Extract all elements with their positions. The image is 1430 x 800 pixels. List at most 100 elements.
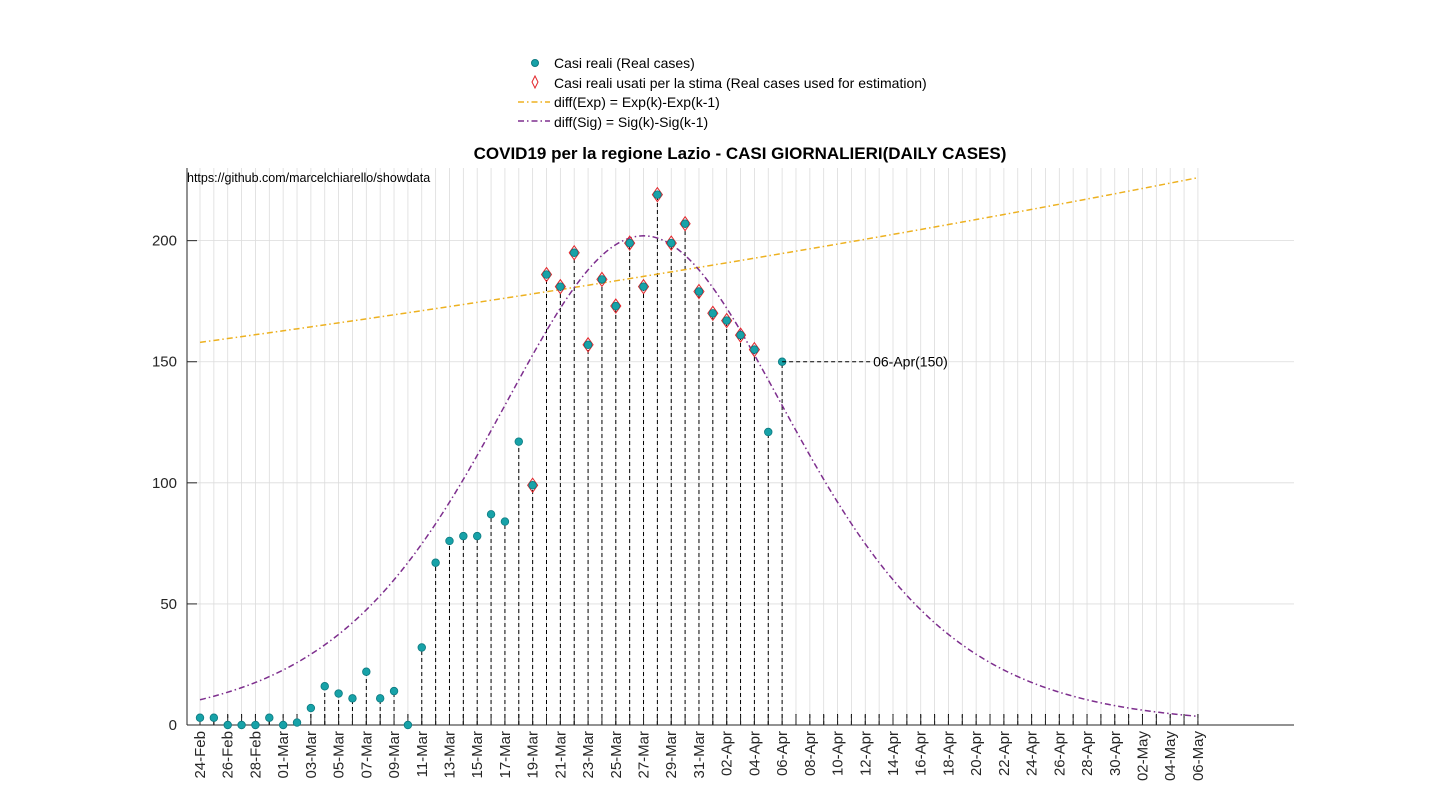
real-case-point xyxy=(403,720,413,730)
y-tick-label: 50 xyxy=(160,596,177,613)
y-tick-label: 0 xyxy=(169,717,177,734)
real-case-point xyxy=(680,219,690,228)
x-tick-label: 22-Apr xyxy=(996,731,1013,776)
legend-marker-estimation-cases xyxy=(531,74,539,90)
x-tick-label: 01-Mar xyxy=(275,731,292,779)
legend-label-diff-sig: diff(Sig) = Sig(k)-Sig(k-1) xyxy=(554,114,708,130)
legend-label-real-cases: Casi reali (Real cases) xyxy=(554,55,695,71)
real-case-point xyxy=(625,238,634,248)
real-case-point xyxy=(694,287,704,296)
real-case-point xyxy=(639,282,648,291)
x-tick-label: 31-Mar xyxy=(691,731,708,779)
real-case-point xyxy=(223,720,232,730)
x-tick-label: 03-Mar xyxy=(303,731,320,779)
stems xyxy=(199,194,1199,725)
real-case-point xyxy=(528,481,537,490)
x-tick-label: 11-Mar xyxy=(414,731,431,777)
real-case-point xyxy=(473,531,482,541)
diff-sig-curve xyxy=(199,235,1198,718)
x-tick-label: 02-May xyxy=(1134,731,1151,782)
real-case-point xyxy=(514,437,523,446)
tick-labels: 0 50 100 150 200 24-Feb 26-Feb 28-Feb 01-Mar 03-M… xyxy=(152,233,1207,781)
chart-title: COVID19 per la regione Lazio - CASI GIOR… xyxy=(474,144,1007,163)
real-case-point xyxy=(389,686,399,696)
x-tick-label: 17-Mar xyxy=(497,731,514,779)
real-case-point xyxy=(306,703,316,713)
real-case-point xyxy=(265,713,274,722)
x-tick-label: 26-Feb xyxy=(220,731,237,779)
real-case-point xyxy=(722,316,731,325)
real-case-point xyxy=(750,345,759,354)
real-case-point xyxy=(362,667,371,676)
real-case-point xyxy=(556,282,565,291)
x-tick-label: 25-Mar xyxy=(608,731,625,779)
x-tick-label: 13-Mar xyxy=(441,731,458,779)
real-case-point xyxy=(570,248,579,257)
diff-exp-curve xyxy=(199,176,1199,344)
x-tick-label: 02-Apr xyxy=(719,731,736,776)
x-tick-label: 06-Apr xyxy=(774,731,791,776)
grid xyxy=(187,168,1294,726)
x-tick-label: 10-Apr xyxy=(830,731,847,776)
real-case-point xyxy=(320,682,329,691)
real-case-point xyxy=(431,558,440,567)
x-tick-label: 24-Apr xyxy=(1024,731,1041,776)
x-tick-label: 30-Apr xyxy=(1107,731,1124,776)
real-case-point xyxy=(292,718,302,727)
callout-label: 06-Apr(150) xyxy=(873,354,948,370)
y-tick-label: 100 xyxy=(152,475,177,492)
real-case-point xyxy=(251,720,260,730)
real-case-point xyxy=(597,275,607,284)
y-tick-label: 150 xyxy=(152,354,177,371)
x-tick-label: 12-Apr xyxy=(857,731,874,776)
real-case-point xyxy=(708,309,718,318)
curves xyxy=(199,176,1199,718)
x-tick-label: 16-Apr xyxy=(913,731,930,776)
x-tick-label: 08-Apr xyxy=(802,731,819,776)
real-case-point xyxy=(375,694,385,703)
real-case-point xyxy=(764,427,773,437)
real-case-point xyxy=(278,720,288,730)
x-tick-label: 04-Apr xyxy=(746,731,763,776)
x-tick-label: 18-Apr xyxy=(940,731,957,776)
x-tick-label: 23-Mar xyxy=(580,731,597,779)
data-points xyxy=(195,186,787,730)
x-tick-label: 24-Feb xyxy=(192,731,209,779)
x-tick-label: 15-Mar xyxy=(469,731,486,779)
y-tick-label: 200 xyxy=(152,233,177,250)
real-case-point xyxy=(195,713,205,722)
x-tick-label: 05-Mar xyxy=(331,731,348,779)
real-case-point xyxy=(653,190,662,199)
x-tick-label: 29-Mar xyxy=(663,731,680,779)
axes xyxy=(186,168,1294,726)
x-tick-label: 21-Mar xyxy=(552,731,569,779)
x-tick-label: 04-May xyxy=(1162,731,1179,782)
x-tick-label: 07-Mar xyxy=(358,731,375,779)
x-tick-label: 28-Feb xyxy=(247,731,264,779)
real-case-point xyxy=(348,694,357,703)
real-case-point xyxy=(583,340,593,349)
real-case-point xyxy=(486,510,496,519)
x-tick-label: 27-Mar xyxy=(636,731,653,779)
real-case-point xyxy=(500,517,510,526)
real-case-point xyxy=(736,330,745,340)
x-tick-label: 09-Mar xyxy=(386,731,403,779)
legend-label-diff-exp: diff(Exp) = Exp(k)-Exp(k-1) xyxy=(554,94,720,110)
real-case-point xyxy=(611,301,620,311)
real-case-point xyxy=(334,689,343,698)
x-tick-label: 20-Apr xyxy=(968,731,985,776)
x-tick-label: 14-Apr xyxy=(885,731,902,776)
source-annotation: https://github.com/marcelchiarello/showd… xyxy=(187,171,430,185)
x-tick-label: 28-Apr xyxy=(1079,731,1096,776)
legend-marker-real-cases xyxy=(531,59,539,67)
real-case-point xyxy=(445,536,454,546)
real-case-point xyxy=(542,270,551,279)
real-case-point xyxy=(459,531,468,541)
real-case-point xyxy=(667,238,676,248)
x-tick-label: 19-Mar xyxy=(525,731,542,779)
real-case-point xyxy=(209,713,219,722)
x-tick-label: 06-May xyxy=(1190,731,1207,782)
legend-label-estimation-cases: Casi reali usati per la stima (Real case… xyxy=(554,75,927,91)
legend: Casi reali (Real cases) Casi reali usati… xyxy=(518,55,927,130)
